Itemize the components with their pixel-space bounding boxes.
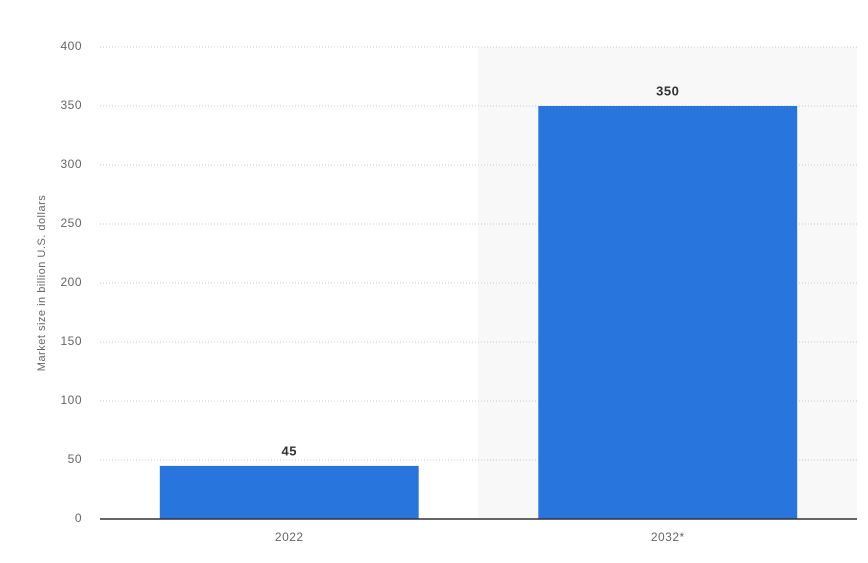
x-tick-label: 2032* [651,530,685,544]
y-tick-label: 350 [60,98,82,112]
data-label: 350 [656,83,679,98]
data-label: 45 [282,443,297,458]
y-tick-label: 250 [60,216,82,230]
y-tick-label: 300 [60,157,82,171]
y-axis-label: Market size in billion U.S. dollars [36,195,48,371]
y-tick-label: 400 [60,39,82,53]
bar [159,465,419,519]
x-tick-label: 2022 [275,530,304,544]
y-tick-label: 50 [68,452,82,466]
y-tick-label: 0 [75,511,82,525]
y-tick-label: 150 [60,334,82,348]
y-tick-label: 200 [60,275,82,289]
y-tick-label: 100 [60,393,82,407]
bar [538,106,798,519]
